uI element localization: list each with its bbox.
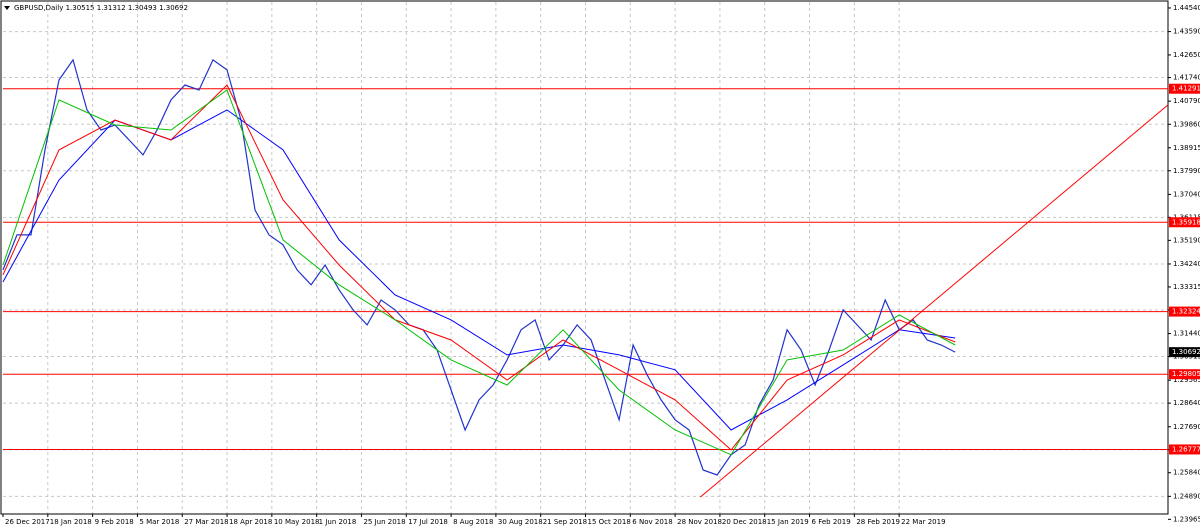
level-label-box bbox=[1169, 369, 1200, 380]
level-label: 1.26777 bbox=[1172, 445, 1200, 453]
x-tick-label: 21 Sep 2018 bbox=[543, 518, 587, 526]
y-tick-label: 1.35190 bbox=[1173, 236, 1200, 244]
x-tick-label: 25 Jun 2018 bbox=[363, 518, 405, 526]
x-tick-label: 18 Apr 2018 bbox=[229, 518, 272, 526]
level-label-box bbox=[1169, 217, 1200, 228]
y-tick-label: 1.37990 bbox=[1173, 167, 1200, 175]
y-tick-label: 1.23965 bbox=[1173, 515, 1200, 523]
x-tick-label: 22 Mar 2019 bbox=[901, 518, 945, 526]
x-tick-label: 20 Dec 2018 bbox=[722, 518, 767, 526]
level-label: 1.41291 bbox=[1172, 85, 1200, 93]
moving-average bbox=[2, 84, 956, 451]
y-tick-label: 1.43590 bbox=[1173, 28, 1200, 36]
x-tick-label: 28 Nov 2018 bbox=[677, 518, 722, 526]
x-tick-label: 17 Jul 2018 bbox=[408, 518, 448, 526]
level-label-box bbox=[1169, 306, 1200, 317]
y-tick-label: 1.33315 bbox=[1173, 283, 1200, 291]
y-tick-label: 1.24890 bbox=[1173, 492, 1200, 500]
chart-title: GBPUSD,Daily 1.30515 1.31312 1.30493 1.3… bbox=[14, 4, 188, 12]
price-line bbox=[2, 58, 956, 476]
y-tick-label: 1.44540 bbox=[1173, 4, 1200, 12]
level-label-box bbox=[1169, 444, 1200, 455]
y-tick-label: 1.41740 bbox=[1173, 74, 1200, 82]
x-tick-label: 27 Mar 2018 bbox=[184, 518, 228, 526]
y-tick-label: 1.34240 bbox=[1173, 260, 1200, 268]
x-tick-label: 10 May 2018 bbox=[274, 518, 320, 526]
x-tick-label: 30 Aug 2018 bbox=[498, 518, 543, 526]
plot-frame bbox=[0, 0, 1169, 515]
trendline bbox=[699, 104, 1169, 498]
moving-average bbox=[2, 89, 956, 456]
y-tick-label: 1.31440 bbox=[1173, 330, 1200, 338]
x-tick-label: 8 Aug 2018 bbox=[453, 518, 493, 526]
y-tick-label: 1.40790 bbox=[1173, 97, 1200, 105]
x-tick-label: 5 Mar 2018 bbox=[139, 518, 179, 526]
y-tick-label: 1.29565 bbox=[1173, 376, 1200, 384]
x-tick-label: 1 Jun 2018 bbox=[319, 518, 357, 526]
x-tick-label: 15 Oct 2018 bbox=[588, 518, 631, 526]
x-tick-label: 6 Feb 2019 bbox=[812, 518, 851, 526]
level-label: 1.29805 bbox=[1172, 370, 1200, 378]
current-price-box bbox=[1169, 347, 1200, 358]
x-tick-label: 26 Dec 2017 bbox=[5, 518, 50, 526]
current-price-label: 1.30692 bbox=[1172, 348, 1200, 356]
y-tick-label: 1.38915 bbox=[1173, 144, 1200, 152]
menu-icon[interactable] bbox=[4, 6, 10, 10]
y-tick-label: 1.28640 bbox=[1173, 399, 1200, 407]
y-tick-label: 1.39860 bbox=[1173, 120, 1200, 128]
x-tick-label: 6 Nov 2018 bbox=[632, 518, 672, 526]
x-tick-label: 15 Jan 2019 bbox=[767, 518, 809, 526]
y-tick-label: 1.25840 bbox=[1173, 469, 1200, 477]
level-label-box bbox=[1169, 83, 1200, 94]
x-tick-label: 9 Feb 2018 bbox=[95, 518, 134, 526]
y-tick-label: 1.37040 bbox=[1173, 190, 1200, 198]
x-tick-label: 28 Feb 2019 bbox=[856, 518, 900, 526]
level-label: 1.35918 bbox=[1172, 218, 1200, 226]
y-tick-label: 1.27690 bbox=[1173, 423, 1200, 431]
level-label: 1.32324 bbox=[1172, 308, 1200, 316]
y-tick-label: 1.42650 bbox=[1173, 51, 1200, 59]
x-tick-label: 18 Jan 2018 bbox=[50, 518, 92, 526]
